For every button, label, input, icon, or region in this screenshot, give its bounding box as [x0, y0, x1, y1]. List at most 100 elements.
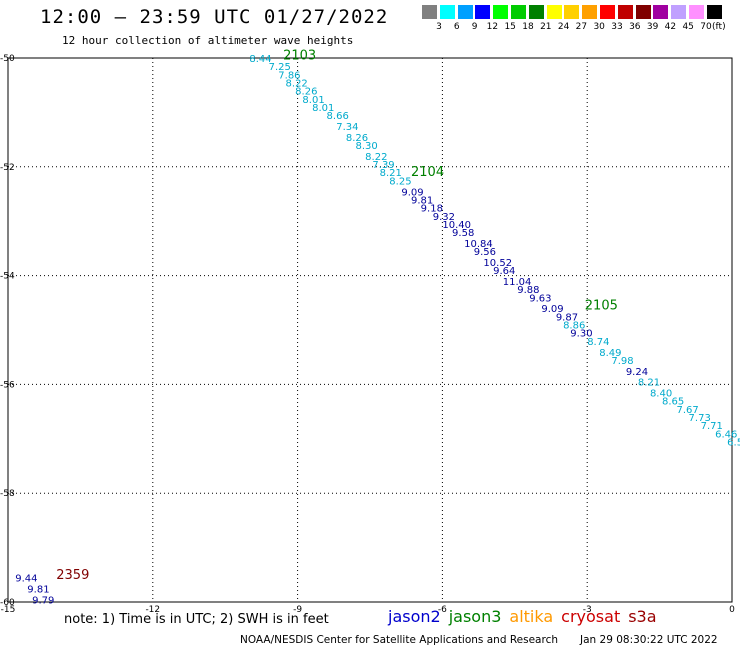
- plot-frame: [7, 57, 733, 603]
- y-tick-label: -60: [0, 598, 15, 608]
- swh-value-label: 8.30: [356, 141, 378, 152]
- x-tick-label: -15: [1, 605, 16, 615]
- swh-value-label: 8.66: [327, 111, 349, 122]
- legend-label: 42: [664, 22, 677, 32]
- x-tick-label: -9: [293, 605, 302, 615]
- satellite-legend: jason2 jason3 altika cryosat s3a: [388, 607, 665, 626]
- swh-value-label: 8.26: [346, 133, 368, 144]
- swh-value-label: 8.44: [249, 54, 271, 65]
- swh-value-label: 7.73: [689, 413, 711, 424]
- footnote: note: 1) Time is in UTC; 2) SWH is in fe…: [64, 612, 329, 627]
- legend-swatch: [439, 5, 455, 19]
- legend-swatch: [582, 5, 598, 19]
- swh-value-label: 7.25: [269, 62, 291, 73]
- map-title: 12:00 — 23:59 UTC 01/27/2022: [40, 6, 389, 28]
- y-tick-label: -50: [0, 54, 15, 64]
- swh-value-label: 9.64: [493, 266, 515, 277]
- legend-swatch: [671, 5, 687, 19]
- legend-label: 24: [557, 22, 570, 32]
- legend-label: 30: [593, 22, 605, 32]
- time-label: 2105: [585, 299, 618, 314]
- swh-value-label: 8.86: [563, 321, 585, 332]
- y-tick-label: -52: [0, 163, 15, 173]
- swh-value-label: 11.04: [503, 277, 532, 288]
- swh-value-label: 8.49: [599, 348, 621, 359]
- swh-value-label: 10.40: [442, 220, 471, 231]
- legend-swatch: [635, 5, 651, 19]
- legend-label: 9: [471, 22, 478, 32]
- swh-value-label: 7.39: [372, 160, 394, 171]
- time-label: 2359: [56, 568, 89, 583]
- satellite-jason2: jason2: [388, 607, 441, 626]
- legend-label: 36: [629, 22, 641, 32]
- swh-value-label: 9.18: [421, 204, 443, 215]
- legend-unit: (ft): [712, 22, 726, 32]
- legend-label: 33: [611, 22, 623, 32]
- legend-swatch: [706, 5, 722, 19]
- legend-swatch: [457, 5, 473, 19]
- legend-swatch: [546, 5, 562, 19]
- legend-label: 39: [646, 22, 659, 32]
- time-label: 2103: [283, 48, 316, 63]
- swh-value-label: 9.81: [27, 584, 49, 595]
- swh-value-label: 9.79: [32, 595, 54, 606]
- swh-value-label: 7.34: [336, 122, 358, 133]
- satellite-altika: altika: [509, 607, 554, 626]
- swh-value-label: 8.26: [295, 87, 317, 98]
- swh-value-label: 10.52: [483, 258, 512, 269]
- swh-value-label: 9.44: [15, 574, 37, 585]
- legend-swatch: [689, 5, 704, 19]
- swh-value-label: 8.65: [662, 397, 684, 408]
- y-tick-label: -58: [0, 489, 15, 499]
- x-tick-label: -12: [145, 605, 160, 615]
- legend-label: 3: [436, 22, 442, 32]
- swh-value-label: 8.40: [650, 389, 672, 400]
- swh-value-label: 9.30: [570, 329, 592, 340]
- satellite-cryosat: cryosat: [561, 607, 621, 626]
- swh-value-label: 8.01: [302, 95, 324, 106]
- credit-line: NOAA/NESDIS Center for Satellite Applica…: [240, 634, 558, 646]
- swh-value-label: 7.71: [701, 421, 723, 432]
- swh-value-label: 9.58: [452, 228, 474, 239]
- time-label: 2104: [411, 165, 444, 180]
- legend-label: 27: [575, 22, 588, 32]
- legend-label: 12: [486, 22, 499, 32]
- legend-label: 18: [522, 22, 534, 32]
- y-tick-label: -54: [0, 272, 15, 282]
- satellite-s3a: s3a: [628, 607, 657, 626]
- legend-swatch: [528, 5, 544, 19]
- legend-swatch: [475, 5, 491, 19]
- swh-value-label: 9.88: [517, 285, 539, 296]
- x-tick-label: 0: [729, 605, 735, 615]
- swh-value-label: 9.87: [556, 312, 578, 323]
- legend-swatch: [422, 5, 437, 19]
- legend-swatch: [493, 5, 509, 19]
- swh-value-label: 9.63: [529, 293, 551, 304]
- swh-value-label: 10.84: [464, 239, 493, 250]
- swh-value-label: 6.46: [715, 429, 737, 440]
- swh-value-label: 8.22: [365, 152, 387, 163]
- swh-value-label: 7.98: [611, 356, 633, 367]
- swh-value-label: 8.21: [380, 168, 402, 179]
- x-tick-label: -6: [438, 605, 447, 615]
- swh-value-label: 8.25: [389, 176, 411, 187]
- legend-swatch: [653, 5, 669, 19]
- swh-value-label: 8.21: [638, 378, 660, 389]
- legend-swatch: [511, 5, 526, 19]
- legend-label: 70: [700, 22, 712, 32]
- swh-value-label: 7.67: [676, 405, 698, 416]
- swh-value-label: 8.01: [312, 103, 334, 114]
- legend-swatch: [617, 5, 633, 19]
- swh-value-label: 6.5: [727, 438, 740, 449]
- swh-value-label: 8.74: [587, 337, 609, 348]
- legend-swatch: [600, 5, 615, 19]
- swh-value-label: 9.81: [411, 195, 433, 206]
- swh-value-label: 9.24: [626, 367, 648, 378]
- y-tick-label: -56: [0, 380, 15, 390]
- swh-value-label: 9.56: [474, 247, 496, 258]
- generated-time: Jan 29 08:30:22 UTC 2022: [580, 634, 718, 646]
- legend-label: 6: [453, 22, 460, 32]
- swh-value-label: 7.86: [278, 70, 300, 81]
- legend-label: 21: [540, 22, 552, 32]
